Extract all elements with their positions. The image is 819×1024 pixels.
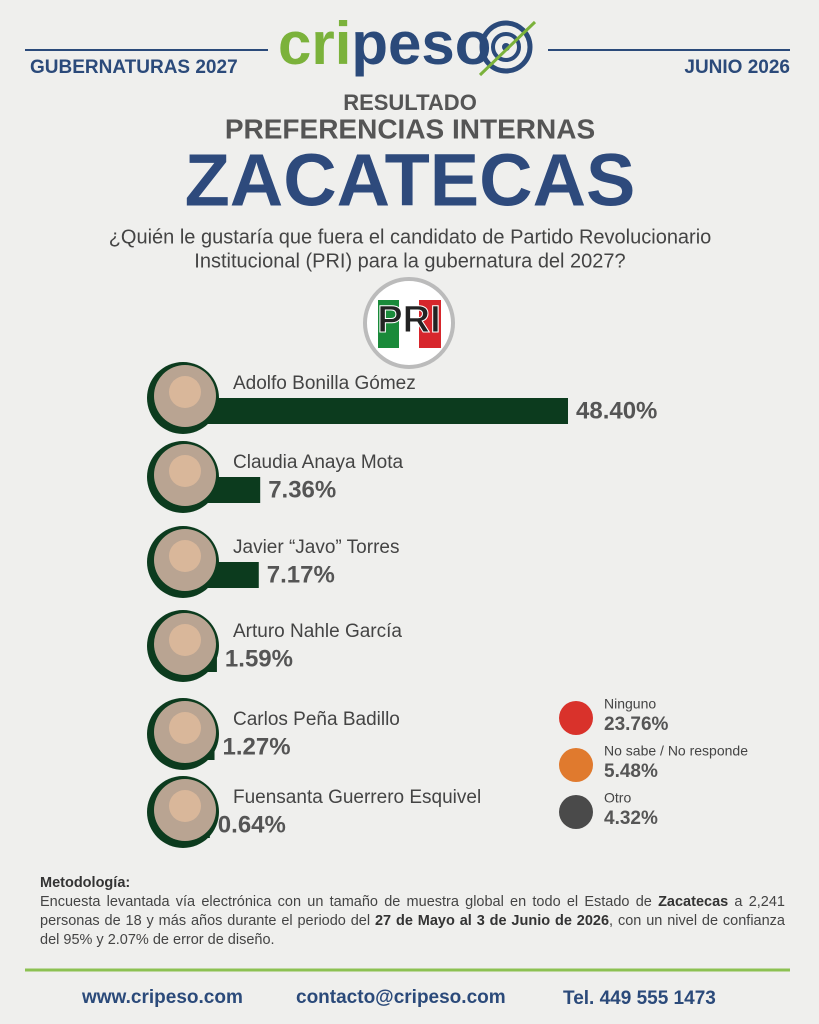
candidate-name: Carlos Peña Badillo xyxy=(233,709,400,730)
candidate-name: Javier “Javo” Torres xyxy=(233,537,399,558)
value-label: 1.27% xyxy=(223,733,291,760)
other-name: Ninguno xyxy=(604,696,656,712)
party-logo: PRI xyxy=(363,277,455,369)
methodology-text: 27 de Mayo al 3 de Junio de 2026 xyxy=(374,913,610,929)
candidate-name: Fuensanta Guerrero Esquivel xyxy=(233,787,481,808)
methodology-text: Encuesta levantada vía electrónica con u… xyxy=(40,894,659,910)
photo-face xyxy=(169,712,201,744)
footer-email: contacto@cripeso.com xyxy=(296,987,506,1008)
other-value: 5.48% xyxy=(604,761,658,782)
other-name: No sabe / No responde xyxy=(604,743,748,759)
title: ZACATECAS xyxy=(185,139,636,222)
photo-face xyxy=(169,455,201,487)
logo-part: peso xyxy=(351,10,491,77)
methodology-text: , con un nivel de confianza del 95% y 2.… xyxy=(40,913,785,948)
other-name: Otro xyxy=(604,790,631,806)
subtitle: PREFERENCIAS INTERNAS xyxy=(225,113,595,144)
other-value: 4.32% xyxy=(604,808,658,829)
logo-part: cri xyxy=(278,10,351,77)
photo-face xyxy=(169,624,201,656)
candidate-name: Arturo Nahle García xyxy=(233,621,402,642)
value-label: 0.64% xyxy=(218,811,286,838)
value-label: 7.17% xyxy=(267,561,335,588)
logo-target xyxy=(478,20,537,77)
logo: cripeso xyxy=(278,10,491,77)
bar xyxy=(205,398,568,424)
value-label: 48.40% xyxy=(576,397,657,424)
candidate-name: Claudia Anaya Mota xyxy=(233,452,403,473)
methodology: Metodología: Encuesta levantada vía elec… xyxy=(40,874,785,950)
candidate-name: Adolfo Bonilla Gómez xyxy=(233,373,416,394)
kicker: RESULTADO xyxy=(343,90,477,115)
other-value: 23.76% xyxy=(604,714,669,735)
photo-face xyxy=(169,376,201,408)
other-icon xyxy=(559,795,593,829)
value-label: 1.59% xyxy=(225,645,293,672)
footer-web: www.cripeso.com xyxy=(81,987,243,1008)
methodology-label: Metodología: xyxy=(40,875,131,891)
other-icon xyxy=(559,701,593,735)
photo-face xyxy=(169,540,201,572)
question: ¿Quién le gustaría que fuera el candidat… xyxy=(109,226,712,248)
photo-face xyxy=(169,790,201,822)
footer-phone: Tel. 449 555 1473 xyxy=(563,988,716,1009)
methodology-text: Zacatecas xyxy=(658,894,729,910)
value-label: 7.36% xyxy=(268,476,336,503)
question: Institucional (PRI) para la gubernatura … xyxy=(194,250,625,272)
other-icon xyxy=(559,748,593,782)
party-logo-text: PRI xyxy=(377,299,440,341)
header-left: GUBERNATURAS 2027 xyxy=(30,57,238,78)
header-right: JUNIO 2026 xyxy=(684,57,790,78)
methodology-text: a 2,241 personas de 18 y más años durant… xyxy=(40,894,785,929)
